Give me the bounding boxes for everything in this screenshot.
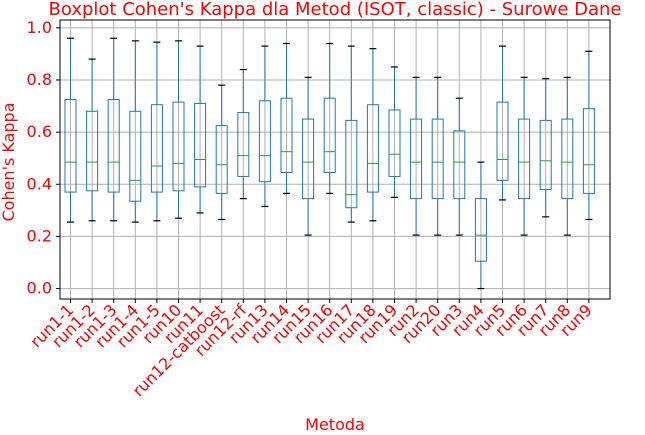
iqr-box [150, 104, 163, 193]
iqr-box [172, 101, 185, 192]
plot-area-frame [59, 19, 611, 300]
box-run9 [582, 50, 595, 221]
box-run18 [366, 48, 379, 222]
box-run7 [539, 78, 552, 218]
box-layer [64, 37, 595, 290]
iqr-box [518, 118, 531, 200]
box-run1-3 [107, 37, 120, 222]
box-run2 [410, 76, 423, 236]
y-tick-label: 1.0 [27, 18, 52, 37]
y-tick-label: 0.2 [27, 226, 52, 245]
iqr-box [107, 99, 120, 193]
iqr-box [302, 118, 315, 200]
iqr-box [323, 97, 336, 174]
box-run4 [474, 161, 487, 290]
box-run16 [323, 42, 336, 194]
y-axis-label: Cohen's Kappa [0, 102, 18, 221]
x-axis-label: Metoda [305, 415, 365, 434]
iqr-box [366, 104, 379, 193]
iqr-box [496, 101, 509, 181]
iqr-box [431, 118, 444, 200]
y-tick-label: 0.6 [27, 122, 52, 141]
iqr-box [388, 109, 401, 177]
iqr-box [86, 110, 99, 192]
box-run1-5 [150, 41, 163, 222]
y-tick-label: 0.8 [27, 70, 52, 89]
iqr-box [453, 130, 466, 200]
box-run1-4 [129, 40, 142, 223]
box-run8 [561, 76, 574, 236]
y-tick-label: 0.4 [27, 174, 52, 193]
iqr-box [129, 110, 142, 202]
box-run19 [388, 66, 401, 198]
y-axis-ticks: 0.0 0.2 0.4 0.6 0.8 1.0 [27, 18, 60, 298]
chart-title: Boxplot Cohen's Kappa dla Metod (ISOT, c… [49, 0, 622, 20]
box-run13 [258, 45, 271, 208]
box-run3 [453, 97, 466, 236]
box-run1-2 [86, 58, 99, 222]
box-run15 [302, 76, 315, 236]
iqr-box [237, 112, 250, 177]
iqr-box [410, 118, 423, 200]
iqr-box [582, 108, 595, 194]
iqr-box [561, 118, 574, 200]
x-axis-ticks: run1-1run1-2run1-3run1-4run1-5run10run11… [26, 299, 596, 400]
iqr-box [258, 100, 271, 183]
iqr-box [345, 119, 358, 209]
box-run10 [172, 40, 185, 219]
iqr-box [474, 198, 487, 262]
iqr-box [280, 97, 293, 174]
box-run14 [280, 42, 293, 194]
box-run12-rf [237, 68, 250, 200]
box-run6 [518, 76, 531, 236]
box-run5 [496, 45, 509, 201]
y-tick-label: 0.0 [27, 279, 52, 298]
box-run11 [194, 45, 207, 214]
box-run12-catboost [215, 84, 228, 221]
box-run1-1 [64, 37, 77, 223]
iqr-box [539, 119, 552, 190]
iqr-box [64, 99, 77, 193]
iqr-box [215, 125, 228, 194]
box-run17 [345, 45, 358, 223]
iqr-box [194, 102, 207, 188]
box-run20 [431, 76, 444, 236]
